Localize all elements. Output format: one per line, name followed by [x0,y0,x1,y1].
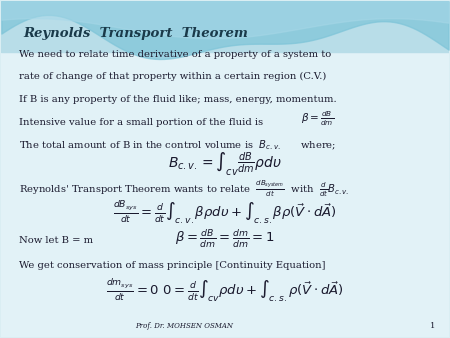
Text: If B is any property of the fluid like; mass, energy, momentum.: If B is any property of the fluid like; … [19,95,337,104]
Text: Prof. Dr. MOHSEN OSMAN: Prof. Dr. MOHSEN OSMAN [135,322,234,330]
Text: We get conservation of mass principle [Continuity Equation]: We get conservation of mass principle [C… [19,261,326,270]
Text: $B_{c.v.}=\int_{cv}\frac{dB}{dm}\rho d\upsilon$: $B_{c.v.}=\int_{cv}\frac{dB}{dm}\rho d\u… [168,150,282,177]
Text: Reynolds  Transport  Theorem: Reynolds Transport Theorem [24,27,248,40]
Bar [1,1,449,52]
Text: $\beta=\frac{dB}{dm}=\frac{dm}{dm}=1$: $\beta=\frac{dB}{dm}=\frac{dm}{dm}=1$ [175,228,275,250]
Text: The total amount of B in the control volume is  $B_{c.v.}$      where;: The total amount of B in the control vol… [19,138,337,152]
Text: $\frac{dB_{sys}}{dt}=\frac{d}{dt}\int_{c.v.}\beta\rho d\upsilon+\int_{c.s.}\beta: $\frac{dB_{sys}}{dt}=\frac{d}{dt}\int_{c… [113,200,337,226]
Text: rate of change of that property within a certain region (C.V.): rate of change of that property within a… [19,72,327,81]
Text: Intensive value for a small portion of the fluid is: Intensive value for a small portion of t… [19,118,270,127]
Text: $\frac{dm_{sys}}{dt}=0\ 0=\frac{d}{dt}\int_{cv}\rho d\upsilon+\int_{c.s.}\rho(\v: $\frac{dm_{sys}}{dt}=0\ 0=\frac{d}{dt}\i… [106,277,344,304]
Text: Now let B = m: Now let B = m [19,236,94,245]
Text: $\beta=\frac{dB}{dm}$: $\beta=\frac{dB}{dm}$ [301,110,334,128]
Text: 1: 1 [430,322,435,330]
Text: We need to relate time derivative of a property of a system to: We need to relate time derivative of a p… [19,50,332,59]
Text: Reynolds' Transport Theorem wants to relate  $\frac{dB_{system}}{dt}$  with  $\f: Reynolds' Transport Theorem wants to rel… [19,178,350,199]
